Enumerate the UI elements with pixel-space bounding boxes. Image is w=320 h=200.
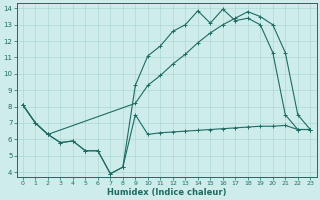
X-axis label: Humidex (Indice chaleur): Humidex (Indice chaleur) bbox=[107, 188, 226, 197]
